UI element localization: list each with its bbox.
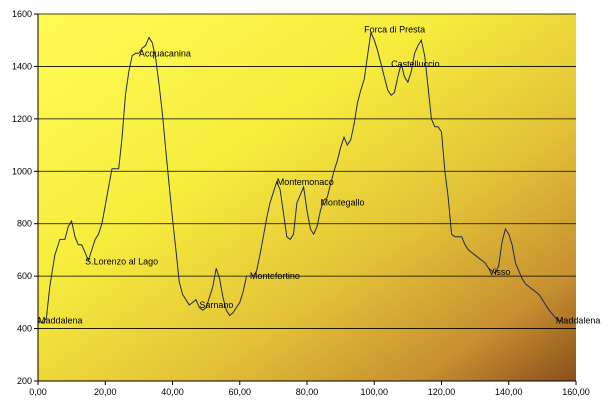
y-tick-label: 800	[17, 219, 32, 229]
y-tick-label: 600	[17, 271, 32, 281]
axes	[34, 13, 577, 385]
y-tick-label: 1200	[12, 114, 32, 124]
place-label: Forca di Presta	[364, 25, 425, 35]
y-tick-label: 1400	[12, 61, 32, 71]
gridlines	[38, 13, 576, 329]
y-tick-label: 200	[17, 376, 32, 386]
place-label: Visso	[489, 267, 511, 277]
place-label: Maddalena	[556, 316, 601, 326]
place-label: S.Lorenzo al Lago	[85, 257, 158, 267]
place-labels: Maddalena S.Lorenzo al Lago Acquacanina Sar…	[38, 25, 600, 326]
x-tick-label: 100,00	[360, 387, 388, 397]
y-tick-label: 400	[17, 324, 32, 334]
place-label: Acquacanina	[139, 48, 191, 58]
x-tick-label: 160,00	[562, 387, 590, 397]
x-tick-label: 20,00	[94, 387, 117, 397]
x-tick-label: 60,00	[228, 387, 251, 397]
x-tick-label: 40,00	[161, 387, 184, 397]
x-tick-label: 80,00	[296, 387, 319, 397]
y-tick-label: 1000	[12, 166, 32, 176]
plot-area	[38, 14, 576, 381]
place-label: Montefortino	[250, 271, 300, 281]
tick-labels: 200 400 600 800 1000 1200 1400 1600 0,00 20,00 40,…	[12, 9, 590, 397]
place-label: Castelluccio	[391, 59, 440, 69]
place-label: Montemonaco	[277, 177, 334, 187]
place-label: Maddalena	[38, 316, 83, 326]
series-line-elevation	[37, 30, 563, 324]
x-tick-label: 120,00	[428, 387, 456, 397]
x-tick-label: 0,00	[29, 387, 47, 397]
place-label: Sarnano	[199, 300, 233, 310]
place-label: Montegallo	[320, 198, 364, 208]
x-tick-label: 140,00	[495, 387, 523, 397]
y-tick-label: 1600	[12, 9, 32, 19]
